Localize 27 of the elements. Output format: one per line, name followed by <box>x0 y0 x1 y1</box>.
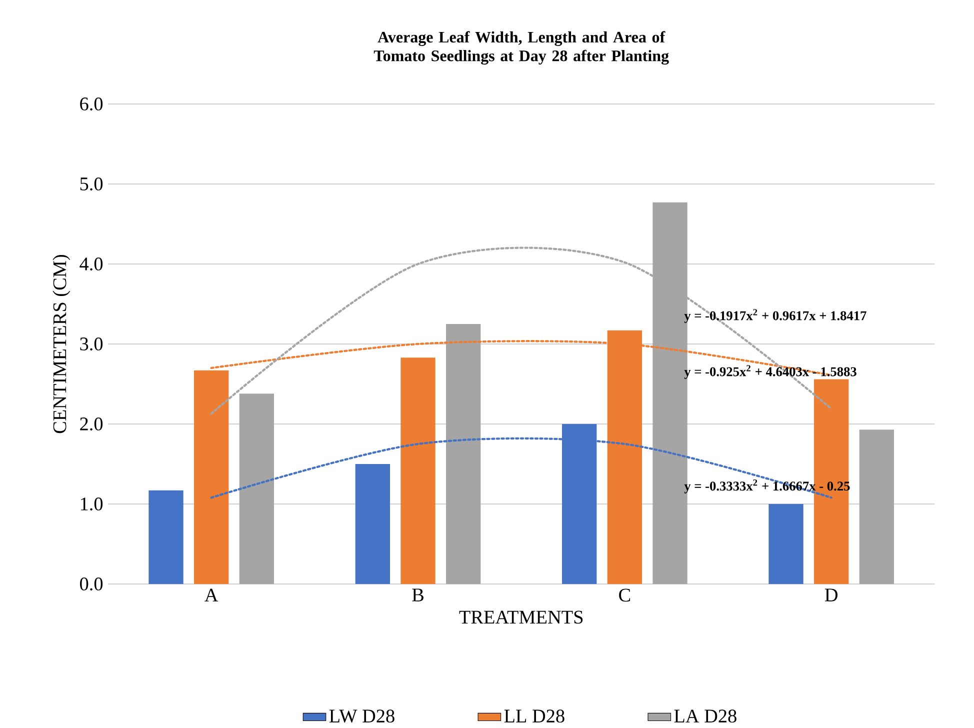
bar <box>400 358 436 584</box>
bar <box>148 490 184 584</box>
legend-label: LW D28 <box>329 710 394 723</box>
legend-label: LA D28 <box>674 710 736 723</box>
bar <box>814 379 849 584</box>
annotation: y = -0.1917x$^{2}$ + 0.9617x + 1.8417 <box>684 309 866 323</box>
x-tick-label: A <box>204 588 218 602</box>
bar <box>239 394 274 584</box>
bar <box>859 430 894 584</box>
bar <box>446 324 481 584</box>
y-axis-title: CENTIMETERS (CM) <box>52 255 70 434</box>
y-tick-label: 3.0 <box>80 337 103 351</box>
y-tick-label: 5.0 <box>80 177 103 191</box>
chart-title: Average Leaf Width, Length and Area of Tomato Seedlings at Day 28 after Planting <box>374 31 669 65</box>
annotation: y = -0.925x$^{2}$ + 4.6403x - 1.5883 <box>684 365 856 379</box>
y-tick-label: 6.0 <box>80 97 103 111</box>
y-tick-label: 4.0 <box>80 257 103 271</box>
y-tick-label: 0.0 <box>80 577 103 591</box>
x-tick-label: B <box>412 588 424 602</box>
legend-label: LL D28 <box>504 710 564 723</box>
x-tick-label: C <box>619 588 630 602</box>
x-axis-title: TREATMENTS <box>459 610 583 624</box>
bar <box>768 504 804 584</box>
bar <box>355 464 390 584</box>
y-tick-label: 1.0 <box>80 497 103 511</box>
y-tick-label: 2.0 <box>80 417 103 431</box>
x-tick-label: D <box>824 588 838 602</box>
